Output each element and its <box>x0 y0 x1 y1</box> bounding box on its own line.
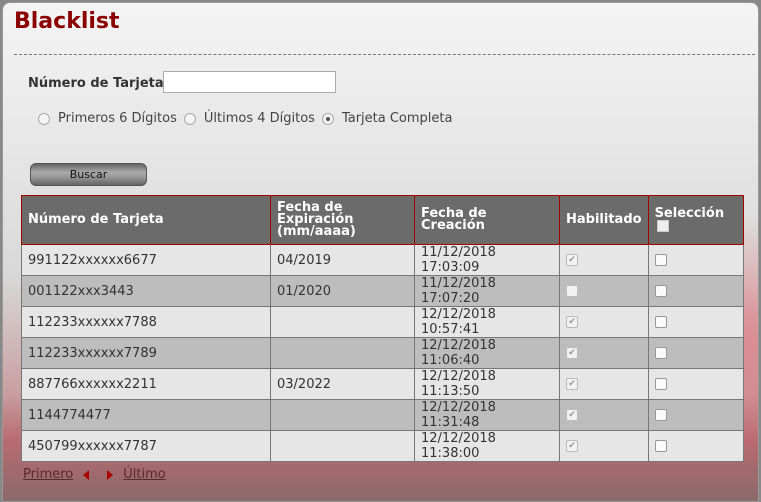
pagination: Primero Último <box>23 467 166 482</box>
created-cell: 12/12/2018 11:31:48 <box>414 399 560 431</box>
expiration-cell: 01/2020 <box>270 275 415 307</box>
created-cell: 11/12/2018 17:07:20 <box>414 275 560 307</box>
page-title: Blacklist <box>14 9 120 34</box>
radio-first-6[interactable] <box>38 112 50 125</box>
enabled-cell: ✔ <box>559 306 649 338</box>
blacklist-table: Número de Tarjeta Fecha de Expiración (m… <box>21 195 745 462</box>
divider <box>14 54 755 55</box>
expiration-cell: 03/2022 <box>270 368 415 400</box>
table-row: 112233xxxxxx7789 12/12/2018 11:06:40 ✔ <box>21 337 745 369</box>
radio-full-card[interactable] <box>321 112 334 125</box>
created-cell: 12/12/2018 10:57:41 <box>414 306 560 338</box>
created-cell: 11/12/2018 17:03:09 <box>414 244 560 276</box>
expiration-cell <box>270 399 415 431</box>
card-number-input[interactable] <box>163 71 336 93</box>
expiration-cell: 04/2019 <box>270 244 415 276</box>
selection-cell <box>647 399 745 431</box>
header-enabled: Habilitado <box>559 195 649 245</box>
card-cell: 001122xxx3443 <box>21 275 271 307</box>
radio-label: Últimos 4 Dígitos <box>203 111 315 126</box>
header-created: Fecha de Creación <box>414 195 560 245</box>
select-row-checkbox[interactable] <box>654 285 667 297</box>
select-all-checkbox[interactable] <box>656 219 669 232</box>
select-row-checkbox[interactable] <box>654 378 667 390</box>
card-cell: 112233xxxxxx7788 <box>21 306 271 338</box>
select-row-checkbox[interactable] <box>654 409 667 421</box>
table-row: 001122xxx3443 01/2020 11/12/2018 17:07:2… <box>21 275 745 307</box>
radio-label: Primeros 6 Dígitos <box>58 111 177 126</box>
table-row: 1144774477 12/12/2018 11:31:48 ✔ <box>21 399 745 431</box>
next-arrow-icon[interactable] <box>107 469 114 480</box>
enabled-checkbox <box>566 285 578 297</box>
enabled-checkbox: ✔ <box>566 347 578 359</box>
enabled-cell: ✔ <box>559 244 649 276</box>
card-number-label: Número de Tarjeta <box>28 76 164 91</box>
header-expiration: Fecha de Expiración (mm/aaaa) <box>270 195 415 245</box>
select-row-checkbox[interactable] <box>654 440 667 452</box>
enabled-checkbox: ✔ <box>566 316 578 328</box>
header-selection-label: Selección <box>654 205 725 221</box>
radio-last-4[interactable] <box>183 112 196 125</box>
selection-cell <box>647 244 745 276</box>
first-page-link[interactable]: Primero <box>23 467 74 482</box>
selection-cell <box>647 368 745 400</box>
table-row: 112233xxxxxx7788 12/12/2018 10:57:41 ✔ <box>21 306 745 338</box>
select-row-checkbox[interactable] <box>654 316 667 328</box>
table-row: 887766xxxxxx2211 03/2022 12/12/2018 11:1… <box>21 368 745 400</box>
enabled-cell: ✔ <box>559 368 649 400</box>
created-cell: 12/12/2018 11:38:00 <box>414 430 560 462</box>
table-row: 450799xxxxxx7787 12/12/2018 11:38:00 ✔ <box>21 430 745 462</box>
select-row-checkbox[interactable] <box>654 254 667 266</box>
header-card: Número de Tarjeta <box>21 195 271 245</box>
expiration-cell <box>270 337 415 369</box>
enabled-checkbox: ✔ <box>566 409 578 421</box>
card-cell: 112233xxxxxx7789 <box>21 337 271 369</box>
enabled-checkbox: ✔ <box>566 440 578 452</box>
expiration-cell <box>270 430 415 462</box>
selection-cell <box>647 430 745 462</box>
select-row-checkbox[interactable] <box>654 347 667 359</box>
selection-cell <box>647 306 745 338</box>
selection-cell <box>647 337 745 369</box>
last-page-link[interactable]: Último <box>123 467 166 482</box>
card-cell: 1144774477 <box>21 399 271 431</box>
enabled-cell: ✔ <box>559 430 649 462</box>
enabled-cell: ✔ <box>559 337 649 369</box>
enabled-checkbox: ✔ <box>566 378 578 390</box>
expiration-cell <box>270 306 415 338</box>
card-cell: 450799xxxxxx7787 <box>21 430 271 462</box>
card-cell: 991122xxxxxx6677 <box>21 244 271 276</box>
prev-arrow-icon[interactable] <box>83 469 90 480</box>
created-cell: 12/12/2018 11:06:40 <box>414 337 560 369</box>
selection-cell <box>647 275 745 307</box>
enabled-cell <box>559 275 649 307</box>
header-selection: Selección <box>647 195 745 245</box>
radio-label: Tarjeta Completa <box>341 111 453 126</box>
enabled-checkbox: ✔ <box>566 254 578 266</box>
search-type-radios: Primeros 6 Dígitos Últimos 4 Dígitos Tar… <box>35 111 456 126</box>
enabled-cell: ✔ <box>559 399 649 431</box>
created-cell: 12/12/2018 11:13:50 <box>414 368 560 400</box>
table-row: 991122xxxxxx6677 04/2019 11/12/2018 17:0… <box>21 244 745 276</box>
search-button[interactable]: Buscar <box>30 163 147 186</box>
card-cell: 887766xxxxxx2211 <box>21 368 271 400</box>
